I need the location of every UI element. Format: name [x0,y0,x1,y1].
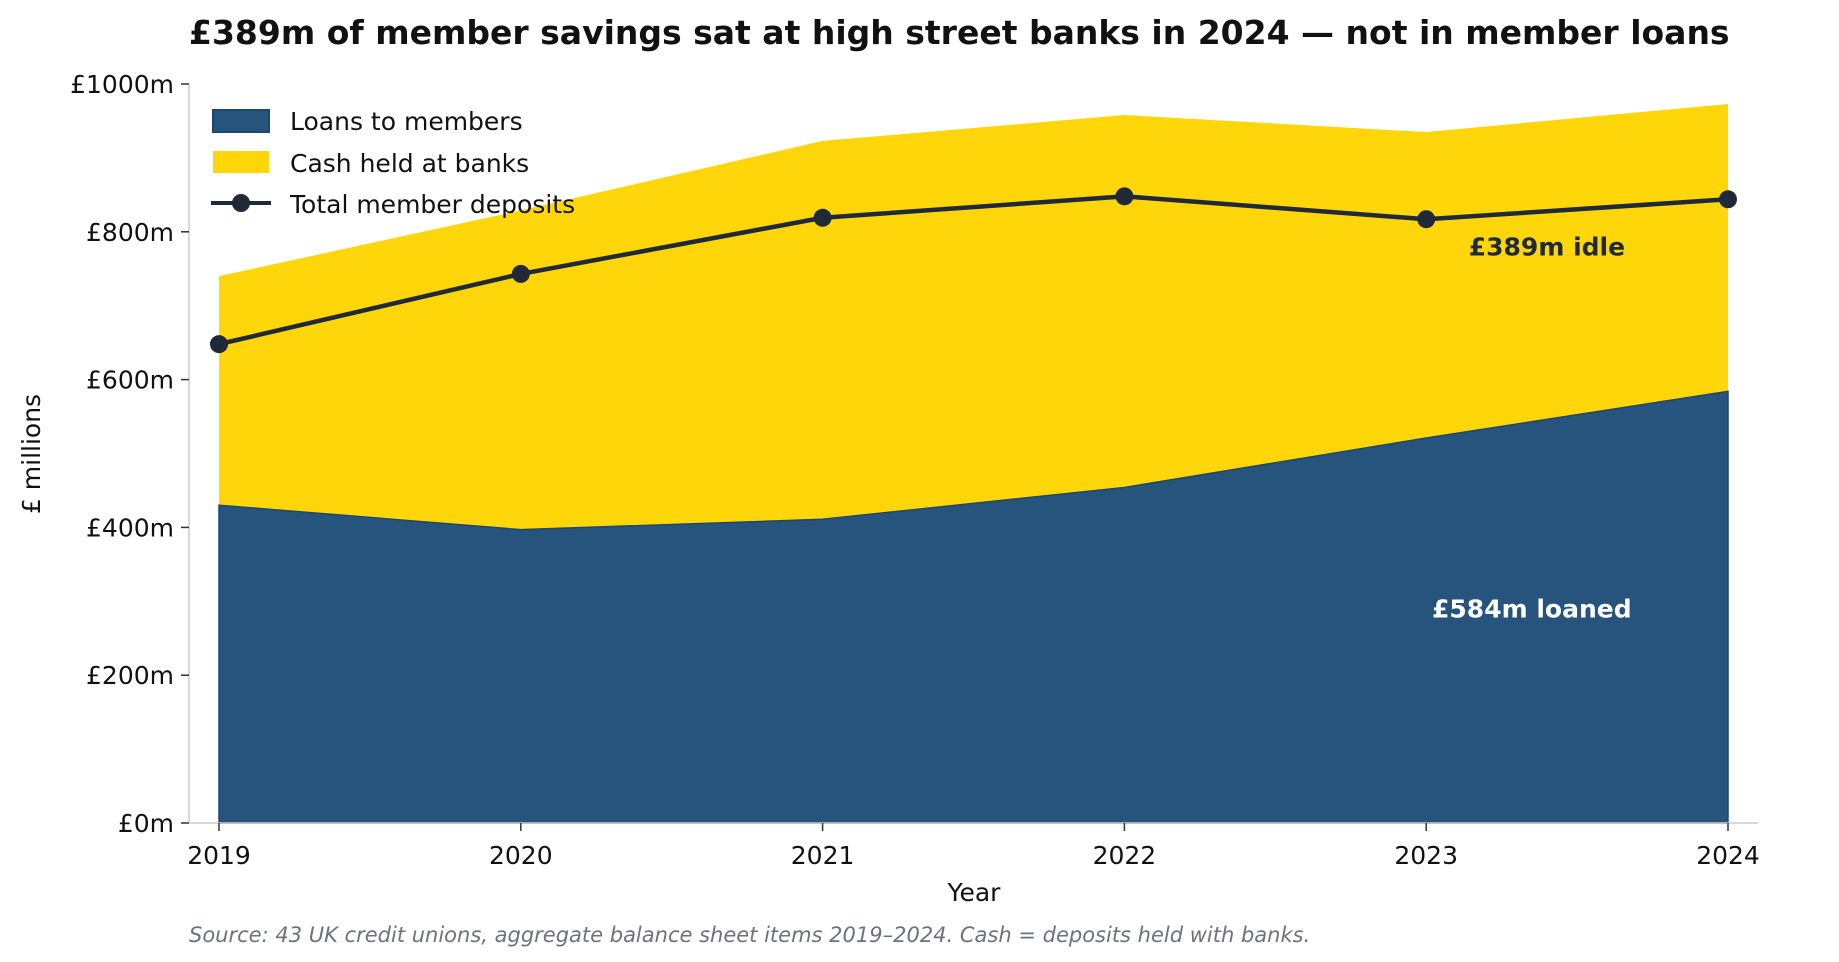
annotation-1: £584m loaned [1432,595,1632,624]
plot-area [210,103,1737,824]
x-tick-label: 2024 [1696,841,1760,870]
x-tick-label: 2022 [1093,841,1157,870]
deposits-point-2020 [511,264,530,283]
y-tick-label: £400m [86,513,174,542]
y-axis-ticks: £0m £200m £400m £600m £800m £1000m [70,70,189,838]
x-tick-label: 2019 [187,841,251,870]
y-tick-label: £800m [86,218,174,247]
legend-swatch-loans [212,109,270,133]
annotations: £389m idle £584m loaned [1432,233,1632,624]
y-tick-label: £1000m [70,70,174,99]
y-axis-title: £ millions [17,394,46,514]
x-axis-ticks: 2019 2020 2021 2022 2023 2024 [187,823,1760,870]
legend-label-cash: Cash held at banks [290,149,529,178]
deposits-point-2021 [813,208,832,227]
line-total-member-deposits [218,194,1729,347]
deposits-point-2019 [210,335,228,354]
y-tick-label: £200m [86,661,174,690]
chart-title: £389m of member savings sat at high stre… [189,13,1730,52]
deposits-point-2023 [1417,210,1436,229]
x-axis-title: Year [947,878,1002,907]
annotation-0: £389m idle [1469,233,1625,262]
x-tick-label: 2023 [1394,841,1458,870]
legend-swatch-deposits-marker [232,194,250,212]
legend-swatch-cash [213,151,269,173]
legend: Loans to members Cash held at banks Tota… [211,107,575,219]
y-tick-label: £600m [86,366,174,395]
x-tick-label: 2021 [791,841,855,870]
x-tick-label: 2020 [489,841,553,870]
area-cash-held-at-banks [219,103,1728,530]
y-tick-label: £0m [118,809,174,838]
deposits-point-2024 [1719,190,1737,209]
deposits-point-2022 [1115,187,1134,206]
legend-label-deposits: Total member deposits [289,190,575,219]
legend-label-loans: Loans to members [290,107,523,136]
source-note: Source: 43 UK credit unions, aggregate b… [189,923,1310,947]
